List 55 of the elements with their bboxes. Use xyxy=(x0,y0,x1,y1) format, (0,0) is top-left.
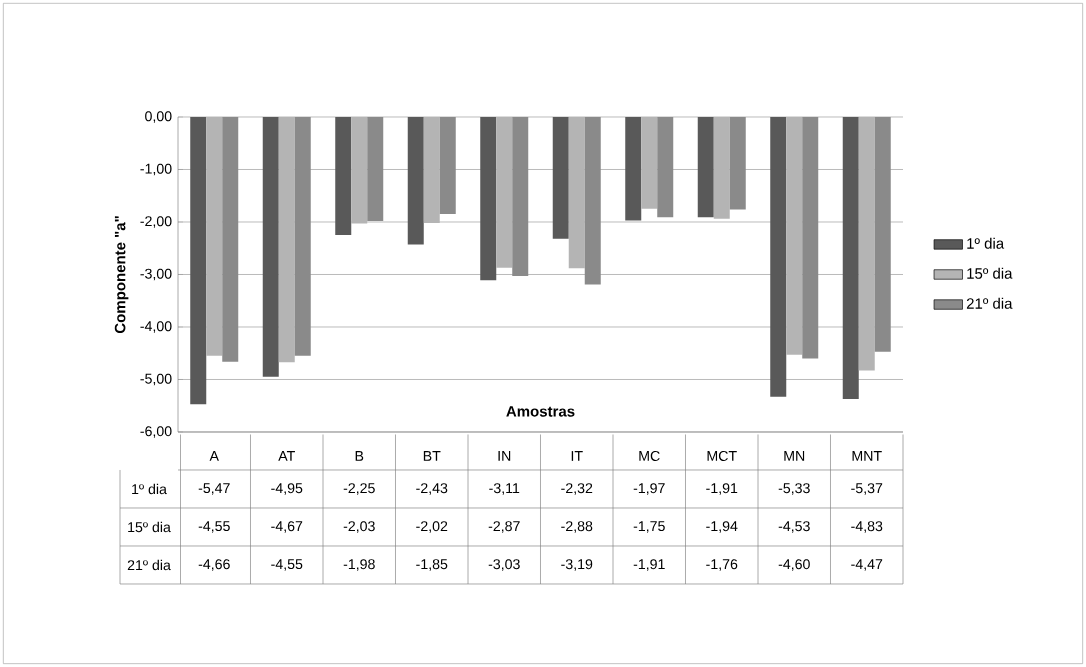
data-label: -3,11 xyxy=(489,483,520,495)
data-label: -1,98 xyxy=(343,559,375,571)
text: 21º dia xyxy=(127,559,171,571)
data-label: -2,03 xyxy=(343,521,375,533)
y-tick-label: -2,00 xyxy=(140,216,172,228)
x-tick-label: BT xyxy=(423,451,441,461)
data-label: -5,33 xyxy=(778,483,810,495)
x-tick-label: MC xyxy=(639,450,660,461)
legend-label: 15º dia xyxy=(967,267,1013,279)
x-tick-label: B xyxy=(355,451,364,461)
text: 1º dia xyxy=(132,483,167,495)
data-label: -4,67 xyxy=(271,521,303,533)
data-label: -1,75 xyxy=(633,521,665,533)
y-tick-label: 0,00 xyxy=(145,111,172,123)
x-tick-label: MN xyxy=(784,451,805,461)
y-axis-title: Componente "a" xyxy=(114,216,129,334)
data-label: -4,55 xyxy=(271,559,303,571)
x-tick-label: AT xyxy=(278,451,295,461)
data-label: -4,83 xyxy=(851,521,883,533)
data-label: -3,03 xyxy=(488,559,520,571)
data-label: -2,43 xyxy=(416,483,448,495)
y-tick-label: -1,00 xyxy=(140,163,172,176)
data-label: -1,76 xyxy=(706,559,738,571)
data-label: -1,91 xyxy=(706,483,738,495)
x-tick-label: MCT xyxy=(707,450,737,461)
data-label: -4,55 xyxy=(198,521,230,533)
data-label: -1,85 xyxy=(416,559,448,571)
y-tick-label: -5,00 xyxy=(140,373,172,386)
legend-label: 1º dia xyxy=(967,237,1005,249)
data-label: -5,37 xyxy=(851,483,883,495)
data-label: -1,97 xyxy=(633,483,665,495)
data-label: -4,53 xyxy=(778,521,810,533)
data-label: -2,87 xyxy=(488,521,520,533)
x-tick-label: IN xyxy=(498,451,511,461)
y-tick-label: -6,00 xyxy=(140,426,172,438)
x-tick-label: IT xyxy=(571,451,583,461)
y-tick-label: -3,00 xyxy=(140,268,172,281)
data-label: -4,60 xyxy=(778,559,810,571)
legend-label: 21º dia xyxy=(966,297,1013,309)
x-tick-label: A xyxy=(209,451,219,461)
data-label: -1,91 xyxy=(633,559,665,571)
x-axis-title: Amostras xyxy=(506,406,575,417)
text: 15º dia xyxy=(128,521,171,533)
data-label: -1,94 xyxy=(706,521,738,533)
data-label: -4,47 xyxy=(851,559,883,571)
y-tick-label: -4,00 xyxy=(140,321,172,333)
data-label: -3,19 xyxy=(561,559,593,571)
data-label: -4,66 xyxy=(198,559,230,571)
data-label: -2,32 xyxy=(561,483,593,495)
x-tick-label: MNT xyxy=(852,451,882,461)
data-label: -4,95 xyxy=(271,483,303,495)
data-label: -2,88 xyxy=(561,521,593,533)
data-label: -2,25 xyxy=(343,483,375,495)
data-label: -5,47 xyxy=(198,483,230,495)
data-label: -2,02 xyxy=(416,521,448,533)
